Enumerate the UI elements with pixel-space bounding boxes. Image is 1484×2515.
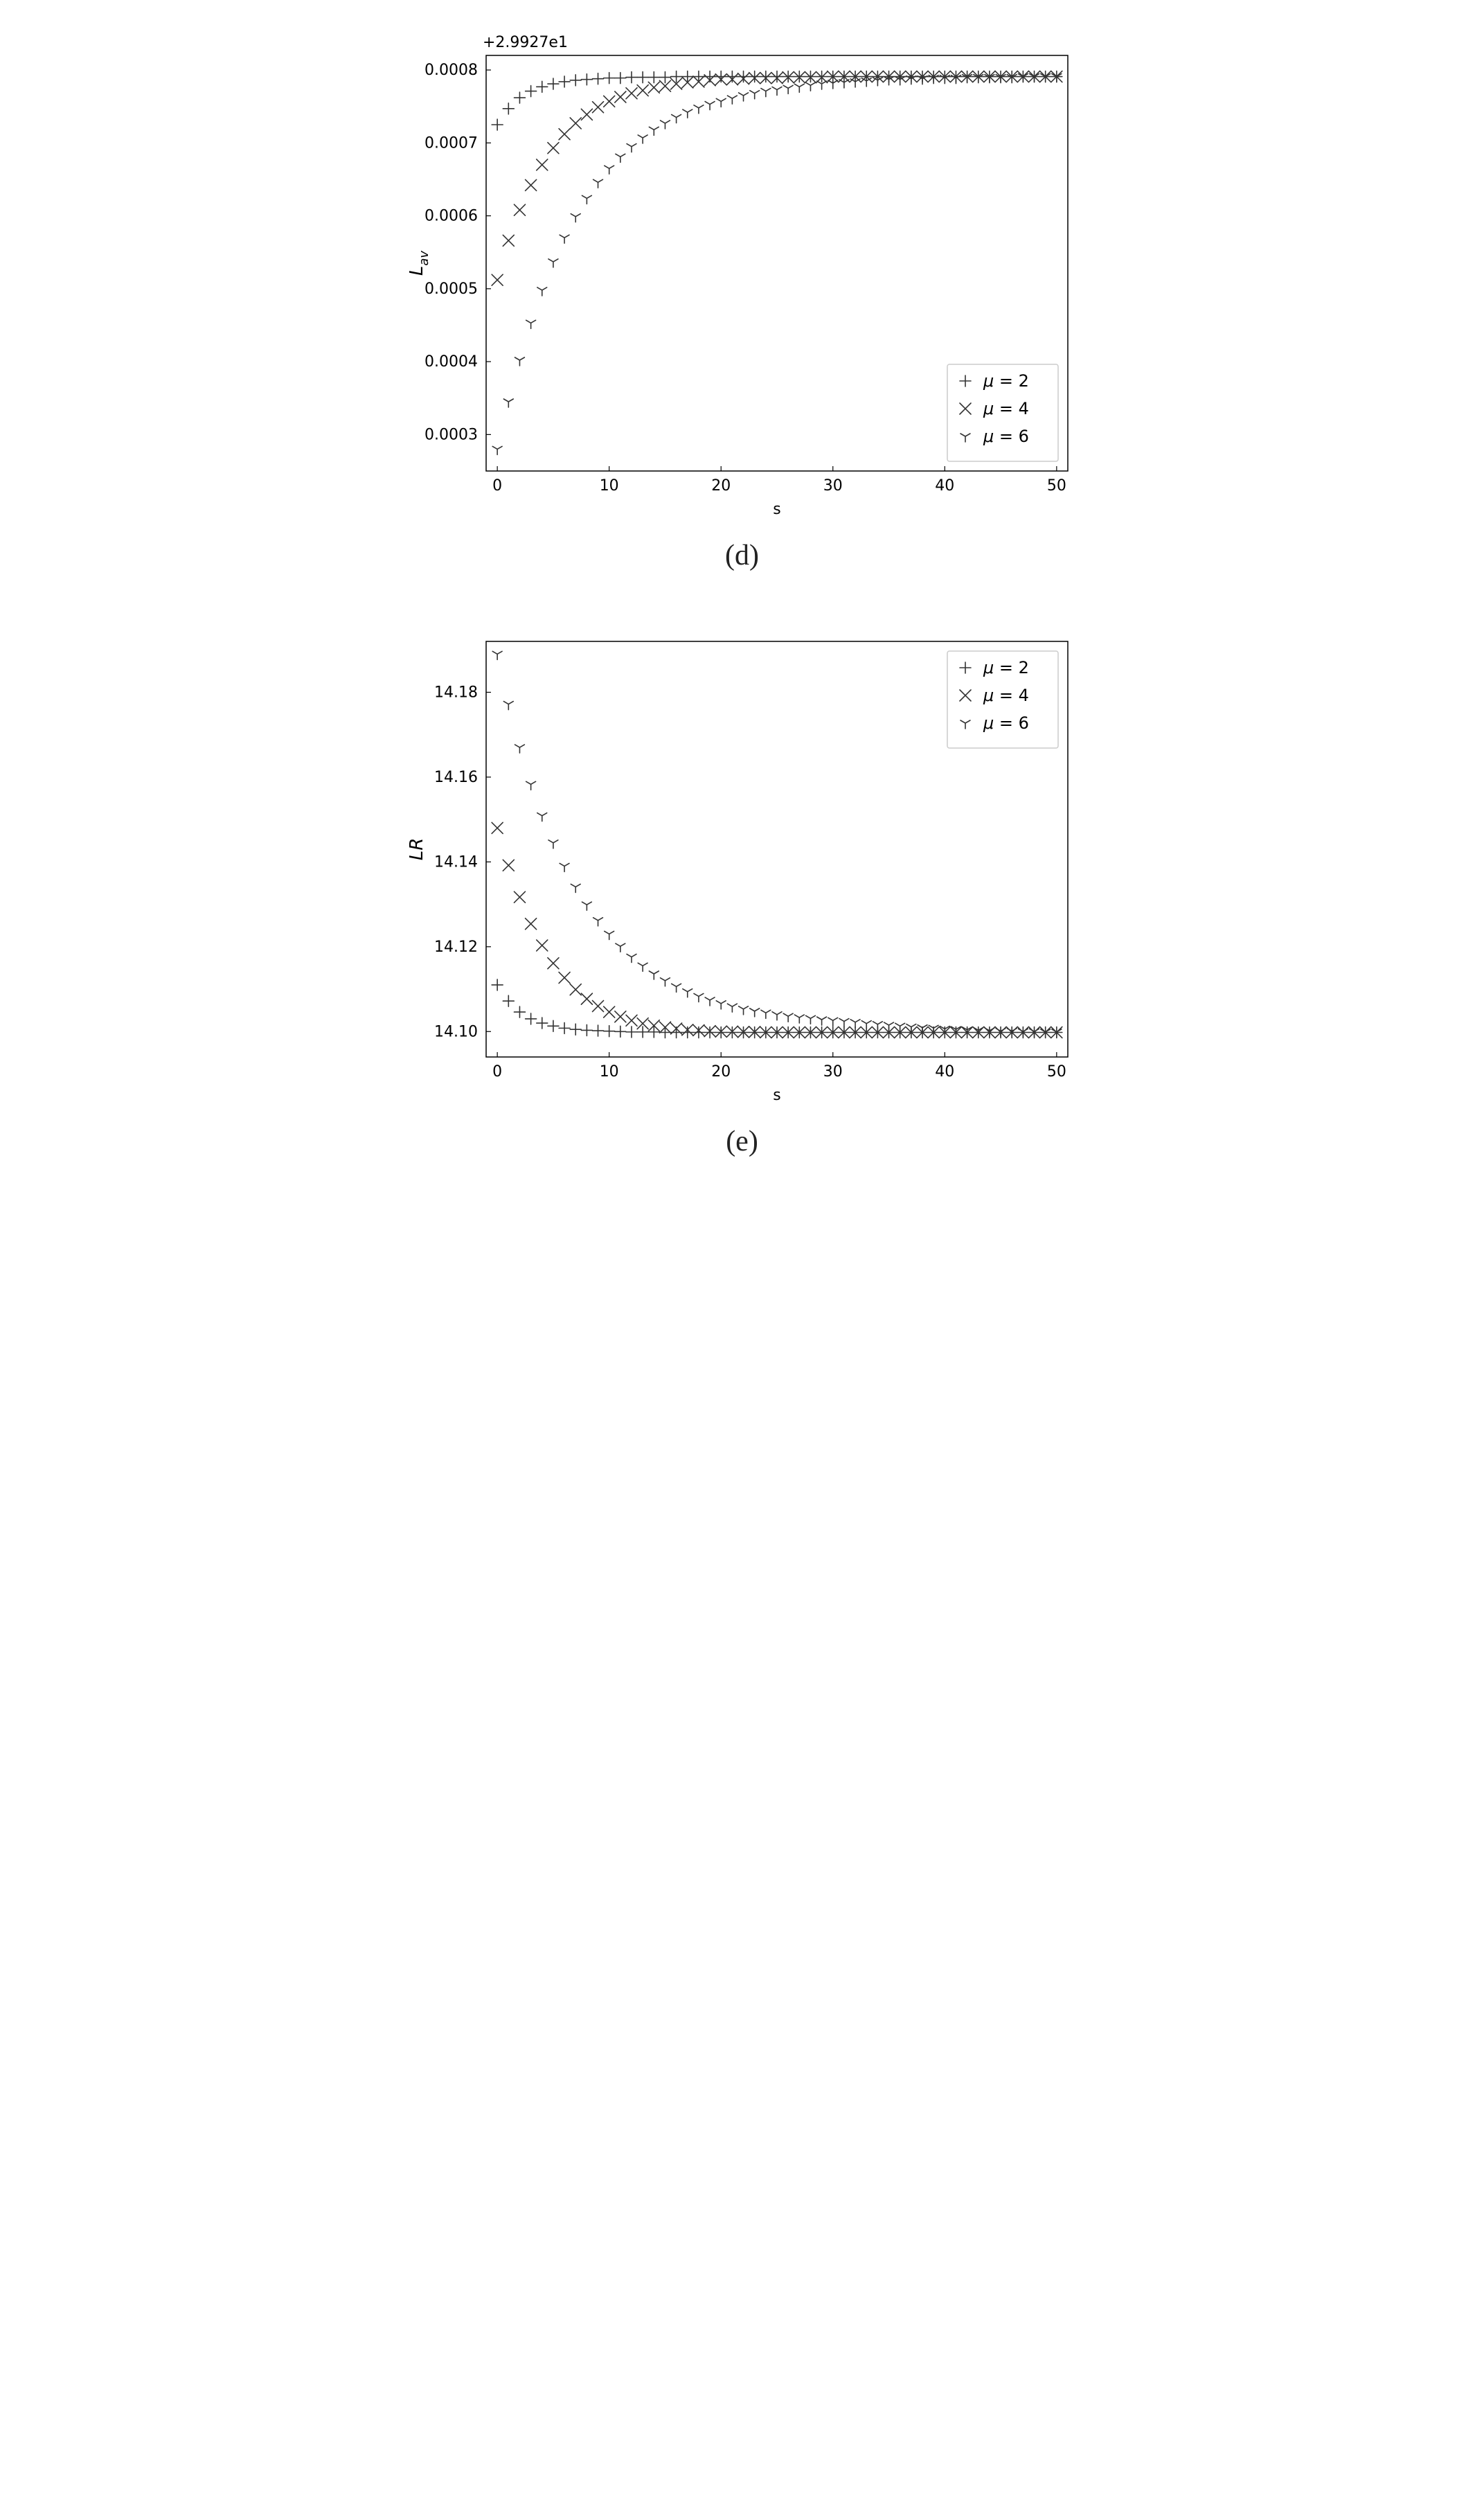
xtick-label: 30: [823, 477, 842, 495]
xtick-label: 20: [711, 1063, 731, 1081]
legend-label: μ = 6: [983, 713, 1029, 733]
ytick-label: 14.10: [434, 1023, 478, 1040]
plot-d: 0 10 20 30 40 50 0.0003 0.0004 0.0005 0.0006 0.000…: [396, 28, 1089, 526]
legend-label: μ = 2: [983, 371, 1029, 391]
figure-e: 0 10 20 30 40 50 14.10 14.12 14.14 14.16 14.18 s LR μ…: [396, 614, 1089, 1158]
xlabel: s: [773, 1087, 780, 1104]
ytick-label: 14.18: [434, 684, 478, 701]
xtick-label: 10: [599, 477, 618, 495]
plot-d-wrap: 0 10 20 30 40 50 0.0003 0.0004 0.0005 0.0006 0.000…: [396, 28, 1089, 526]
xtick-label: 30: [823, 1063, 842, 1081]
xtick-label: 50: [1046, 477, 1066, 495]
ytick-label: 0.0007: [424, 134, 478, 152]
plot-e-wrap: 0 10 20 30 40 50 14.10 14.12 14.14 14.16 14.18 s LR μ…: [396, 614, 1089, 1112]
ytick-label: 0.0003: [424, 426, 478, 443]
ytick-label: 0.0004: [424, 353, 478, 371]
ylabel: LR: [406, 838, 427, 861]
ytick-label: 14.12: [434, 939, 478, 956]
figure-d: 0 10 20 30 40 50 0.0003 0.0004 0.0005 0.0006 0.000…: [396, 28, 1089, 572]
ytick-label: 0.0005: [424, 281, 478, 298]
panel-label-e: (e): [396, 1125, 1089, 1158]
legend-label: μ = 4: [983, 686, 1029, 705]
ytick-label: 0.0008: [424, 62, 478, 79]
xtick-label: 10: [599, 1063, 618, 1081]
ytick-label: 14.14: [434, 853, 478, 871]
xtick-label: 20: [711, 477, 731, 495]
xtick-label: 0: [492, 1063, 502, 1081]
xtick-label: 40: [935, 1063, 954, 1081]
xtick-label: 50: [1046, 1063, 1066, 1081]
legend-label: μ = 2: [983, 658, 1029, 677]
axis-offset-text: +2.9927e1: [483, 34, 568, 51]
plot-e: 0 10 20 30 40 50 14.10 14.12 14.14 14.16 14.18 s LR μ…: [396, 614, 1089, 1112]
panel-label-d: (d): [396, 539, 1089, 572]
xtick-label: 0: [492, 477, 502, 495]
legend-label: μ = 4: [983, 399, 1029, 418]
ytick-label: 0.0006: [424, 208, 478, 225]
ylabel: Lav: [406, 251, 431, 276]
legend-label: μ = 6: [983, 427, 1029, 446]
xlabel: s: [773, 501, 780, 518]
ytick-label: 14.16: [434, 769, 478, 786]
xtick-label: 40: [935, 477, 954, 495]
